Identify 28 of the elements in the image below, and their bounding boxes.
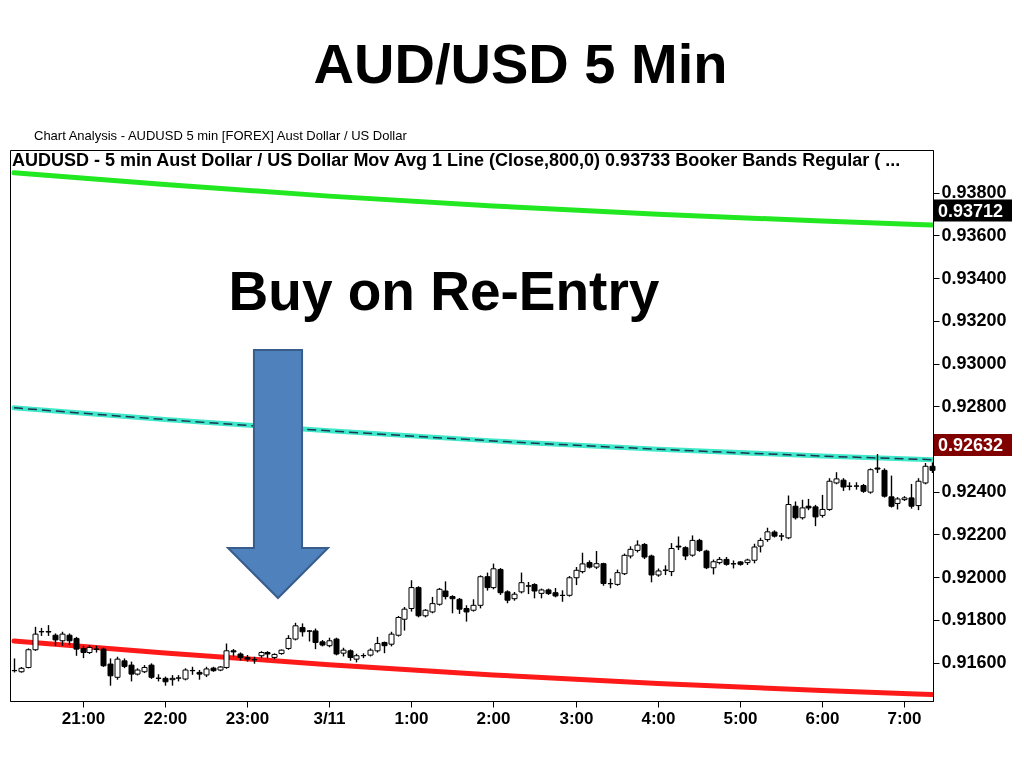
y-tick-label: 0.93600 [941,224,1007,245]
x-tick-label: 21:00 [61,708,106,728]
y-tick-label: 0.92200 [941,523,1007,544]
y-tick-label: 0.93000 [941,353,1007,374]
text: 0.92632 [938,435,1004,455]
y-tick-label: 0.91600 [941,652,1007,673]
x-tick-label: 3/11 [313,708,346,728]
y-tick-label: 0.93400 [941,267,1007,288]
y-tick-label: 0.93200 [941,310,1007,331]
x-tick-label: 22:00 [143,708,188,728]
x-tick-label: 3:00 [559,708,594,728]
text: Chart Analysis - AUDUSD 5 min [FOREX] Aust Dollar / US Dollar [34,128,408,143]
x-tick-label: 2:00 [476,708,511,728]
y-tick-label: 0.92400 [941,481,1007,502]
x-tick-label: 6:00 [805,708,840,728]
y-tick-label: 0.91800 [941,609,1007,630]
x-tick-label: 5:00 [723,708,758,728]
x-tick-label: 4:00 [641,708,676,728]
annotation: Buy on Re-Entry [228,260,660,322]
text: 0.93712 [938,200,1004,221]
x-tick-label: 7:00 [887,708,922,728]
x-tick-label: 23:00 [225,708,270,728]
y-tick-label: 0.93800 [941,182,1007,203]
chart-subtitle: AUDUSD - 5 min Aust Dollar / US Dollar Mov Avg 1 Line (Close,800,0) 0.93733 Booker Bands Regular ( ... [12,150,901,170]
x-tick-label: 1:00 [394,708,429,728]
chart-title: AUD/USD 5 Min [313,32,728,95]
y-tick-label: 0.92800 [941,395,1007,416]
y-tick-label: 0.92000 [941,566,1007,587]
